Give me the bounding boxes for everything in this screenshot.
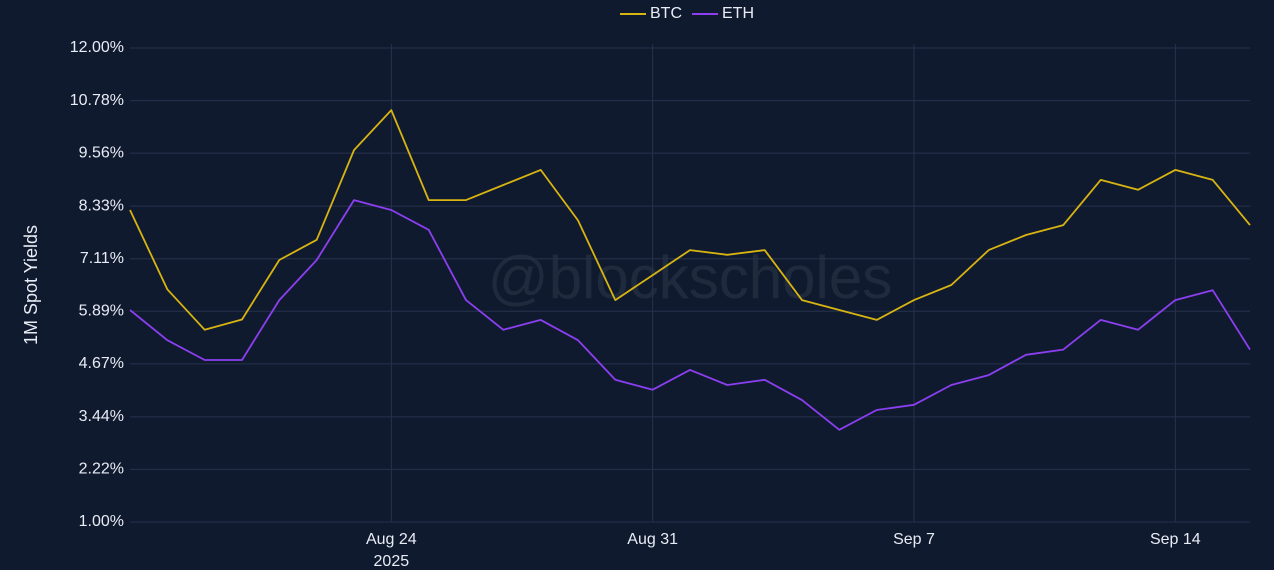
y-tick-label: 2.22% (79, 461, 124, 478)
y-tick-label: 7.11% (80, 250, 124, 267)
x-tick-label: Sep 14 (1150, 531, 1201, 548)
y-tick-label: 3.44% (79, 408, 124, 425)
y-tick-label: 4.67% (79, 355, 124, 372)
series-line (129, 199, 1251, 431)
y-tick-label: 1.00% (79, 513, 124, 530)
y-tick-label: 5.89% (79, 303, 124, 320)
x-tick-label: Sep 7 (893, 531, 935, 548)
legend-label: ETH (722, 5, 754, 22)
x-tick-label: Aug 31 (627, 531, 678, 548)
legend-label: BTC (650, 5, 682, 22)
y-tick-label: 8.33% (79, 197, 124, 214)
watermark: @blockscholes (488, 244, 892, 311)
series-line (129, 109, 1251, 331)
x-tick-label: Aug 24 (366, 531, 417, 548)
y-tick-label: 10.78% (70, 92, 124, 109)
y-tick-label: 9.56% (79, 144, 124, 161)
x-tick-label: 2025 (374, 553, 410, 570)
y-tick-label: 12.00% (70, 39, 124, 56)
y-axis-title: 1M Spot Yields (21, 225, 41, 345)
